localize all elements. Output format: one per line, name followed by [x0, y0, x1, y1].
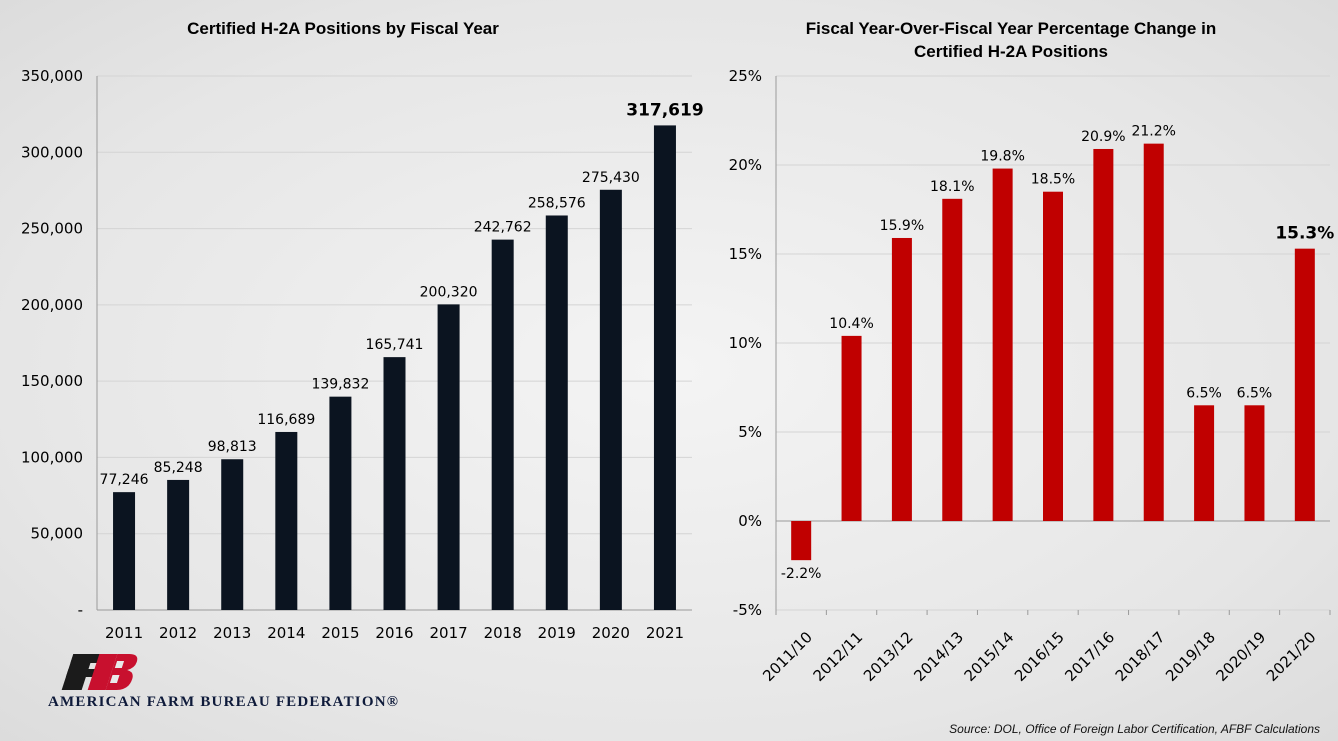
chart-0-ytick-label: 250,000 — [21, 220, 83, 238]
chart-0-ytick-label: 50,000 — [31, 525, 84, 543]
chart-1-data-label: 15.9% — [880, 218, 924, 234]
chart-1-ytick-label: -5% — [733, 601, 762, 619]
chart-1-bar-2016-15 — [1043, 191, 1063, 521]
chart-0-ytick-label: - — [78, 601, 83, 619]
chart-1-bar-2021-20 — [1294, 248, 1315, 521]
chart-1-category-label: 2020/19 — [1212, 628, 1269, 685]
chart-1-data-label: 20.9% — [1081, 129, 1125, 145]
chart-0-data-label: 77,246 — [100, 472, 149, 488]
chart-0-bar-2020 — [599, 189, 622, 610]
chart-1-category-label: 2018/17 — [1112, 628, 1169, 685]
chart-0-data-label: 116,689 — [257, 412, 315, 428]
chart-1-bar-2012-11 — [841, 335, 862, 521]
chart-1-data-label: 10.4% — [829, 316, 873, 332]
chart-0-ytick-label: 300,000 — [21, 143, 83, 161]
chart-1-ytick-label: 10% — [729, 334, 762, 352]
chart-0-category-label: 2019 — [538, 624, 576, 642]
chart-0-bar-2018 — [491, 239, 514, 610]
chart-0-category-label: 2017 — [429, 624, 467, 642]
chart-0-bar-2014 — [275, 431, 298, 610]
left-chart: Certified H-2A Positions by Fiscal Year … — [21, 19, 704, 642]
chart-1-ytick-label: 5% — [738, 423, 762, 441]
chart-1-category-label: 2011/10 — [759, 628, 816, 685]
chart-1-category-label: 2014/13 — [910, 628, 967, 685]
chart-0-data-label: 242,762 — [474, 220, 532, 236]
chart-0-category-label: 2020 — [592, 624, 630, 642]
chart-0-bar-2013 — [221, 459, 244, 610]
chart-1-category-label: 2012/11 — [810, 628, 867, 685]
chart-0-data-label: 317,619 — [626, 100, 703, 120]
chart-0-bar-2021 — [653, 125, 676, 611]
chart-0-data-label: 200,320 — [420, 284, 478, 300]
org-name: AMERICAN FARM BUREAU FEDERATION® — [48, 694, 400, 710]
chart-0-category-label: 2014 — [267, 624, 305, 642]
chart-0-bar-2016 — [383, 357, 406, 610]
chart-1-bar-2018-17 — [1143, 143, 1164, 521]
source-note: Source: DOL, Office of Foreign Labor Cer… — [949, 722, 1320, 736]
chart-1-bar-2011-10 — [791, 521, 812, 561]
chart-1-data-label: -2.2% — [781, 566, 822, 582]
chart-1-data-label: 19.8% — [980, 149, 1024, 165]
chart-1-data-label: 6.5% — [1186, 385, 1222, 401]
chart-1-data-label: 21.2% — [1131, 124, 1175, 140]
chart-1-bar-2020-19 — [1244, 405, 1265, 521]
chart-0-bar-2011 — [113, 492, 136, 610]
afbf-logo: AMERICAN FARM BUREAU FEDERATION® — [48, 650, 478, 710]
chart-1-bar-2017-16 — [1093, 148, 1114, 522]
chart-0-bar-2019 — [545, 215, 568, 610]
chart-0-category-label: 2018 — [484, 624, 522, 642]
chart-1-data-label: 6.5% — [1237, 385, 1273, 401]
chart-1-ytick-label: 15% — [729, 245, 762, 263]
chart-0-data-label: 275,430 — [582, 170, 640, 186]
chart-0-data-label: 98,813 — [208, 439, 257, 455]
chart-1-data-label: 18.5% — [1031, 172, 1075, 188]
chart-1-category-label: 2017/16 — [1061, 628, 1118, 685]
chart-0-data-label: 258,576 — [528, 195, 586, 211]
chart-1-ytick-label: 25% — [729, 67, 762, 85]
chart-0-category-label: 2012 — [159, 624, 197, 642]
chart-1-category-label: 2015/14 — [961, 628, 1018, 685]
chart-1-ytick-label: 20% — [729, 156, 762, 174]
chart-0-ytick-label: 350,000 — [21, 67, 83, 85]
right-chart-title-line2: Certified H-2A Positions — [914, 42, 1108, 61]
right-chart: Fiscal Year-Over-Fiscal Year Percentage … — [729, 19, 1335, 685]
chart-1-category-label: 2019/18 — [1162, 628, 1219, 685]
chart-0-data-label: 139,832 — [311, 377, 369, 393]
chart-1-category-label: 2021/20 — [1263, 628, 1320, 685]
chart-0-ytick-label: 200,000 — [21, 296, 83, 314]
chart-1-bar-2014-13 — [942, 198, 963, 521]
chart-1-data-label: 18.1% — [930, 179, 974, 195]
chart-0-ytick-label: 100,000 — [21, 448, 83, 466]
chart-1-category-label: 2016/15 — [1011, 628, 1068, 685]
chart-1-ytick-label: 0% — [738, 512, 762, 530]
chart-0-bar-2015 — [329, 396, 352, 610]
right-chart-title-line1: Fiscal Year-Over-Fiscal Year Percentage … — [806, 19, 1216, 38]
chart-1-bar-2019-18 — [1194, 405, 1215, 521]
afbf-logo-icon — [61, 654, 138, 690]
chart-0-data-label: 165,741 — [366, 337, 424, 353]
chart-0-category-label: 2016 — [375, 624, 413, 642]
chart-1-data-label: 15.3% — [1275, 224, 1334, 244]
chart-0-bar-2012 — [167, 479, 190, 610]
chart-1-bar-2015-14 — [992, 168, 1013, 521]
left-chart-title: Certified H-2A Positions by Fiscal Year — [187, 19, 499, 38]
chart-0-category-label: 2015 — [321, 624, 359, 642]
chart-0-bar-2017 — [437, 304, 460, 610]
chart-0-category-label: 2013 — [213, 624, 251, 642]
chart-0-category-label: 2011 — [105, 624, 143, 642]
chart-1-bar-2013-12 — [891, 237, 912, 522]
chart-0-category-label: 2021 — [646, 624, 684, 642]
chart-0-data-label: 85,248 — [154, 460, 203, 476]
chart-0-ytick-label: 150,000 — [21, 372, 83, 390]
chart-1-category-label: 2013/12 — [860, 628, 917, 685]
